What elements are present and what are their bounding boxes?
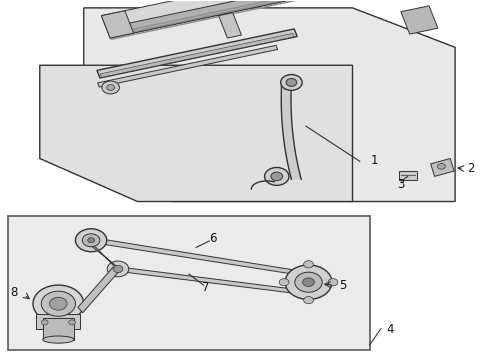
- Circle shape: [304, 297, 314, 304]
- Polygon shape: [219, 13, 242, 38]
- Polygon shape: [110, 0, 402, 37]
- Circle shape: [286, 78, 297, 86]
- Circle shape: [49, 297, 67, 310]
- FancyBboxPatch shape: [8, 216, 369, 350]
- Bar: [399, 171, 417, 180]
- Polygon shape: [84, 8, 455, 202]
- Circle shape: [265, 167, 289, 185]
- Circle shape: [102, 81, 120, 94]
- Polygon shape: [91, 237, 304, 276]
- Polygon shape: [40, 65, 352, 202]
- Circle shape: [41, 291, 75, 316]
- Polygon shape: [110, 0, 402, 35]
- Circle shape: [107, 261, 129, 277]
- Text: 1: 1: [371, 154, 378, 167]
- Circle shape: [303, 278, 315, 287]
- Circle shape: [33, 285, 84, 322]
- Circle shape: [438, 163, 445, 169]
- Bar: [36, 315, 80, 329]
- Bar: [43, 318, 74, 339]
- Polygon shape: [118, 267, 306, 295]
- Text: 2: 2: [467, 162, 474, 175]
- Polygon shape: [101, 0, 413, 38]
- Text: 8: 8: [11, 287, 18, 300]
- Circle shape: [295, 272, 322, 292]
- Circle shape: [271, 172, 283, 181]
- Polygon shape: [98, 45, 278, 87]
- Text: 5: 5: [339, 279, 346, 292]
- Circle shape: [82, 234, 100, 247]
- Polygon shape: [97, 29, 297, 78]
- Circle shape: [88, 238, 95, 243]
- Circle shape: [304, 261, 314, 268]
- Polygon shape: [89, 244, 121, 273]
- Polygon shape: [431, 158, 454, 176]
- Polygon shape: [78, 267, 118, 313]
- Circle shape: [328, 279, 338, 286]
- Circle shape: [113, 265, 123, 273]
- Text: 4: 4: [387, 323, 394, 336]
- Text: 6: 6: [210, 231, 217, 244]
- Circle shape: [107, 85, 115, 90]
- Text: 7: 7: [202, 281, 210, 294]
- Polygon shape: [281, 82, 301, 179]
- Polygon shape: [110, 0, 402, 40]
- Polygon shape: [101, 11, 134, 38]
- Ellipse shape: [43, 336, 74, 343]
- Circle shape: [285, 265, 332, 300]
- Circle shape: [281, 75, 302, 90]
- Text: 3: 3: [398, 178, 405, 191]
- Polygon shape: [401, 6, 438, 34]
- Circle shape: [279, 279, 289, 286]
- Circle shape: [69, 320, 75, 325]
- Polygon shape: [109, 0, 404, 37]
- Circle shape: [41, 320, 48, 325]
- Circle shape: [75, 229, 107, 252]
- Polygon shape: [100, 33, 294, 77]
